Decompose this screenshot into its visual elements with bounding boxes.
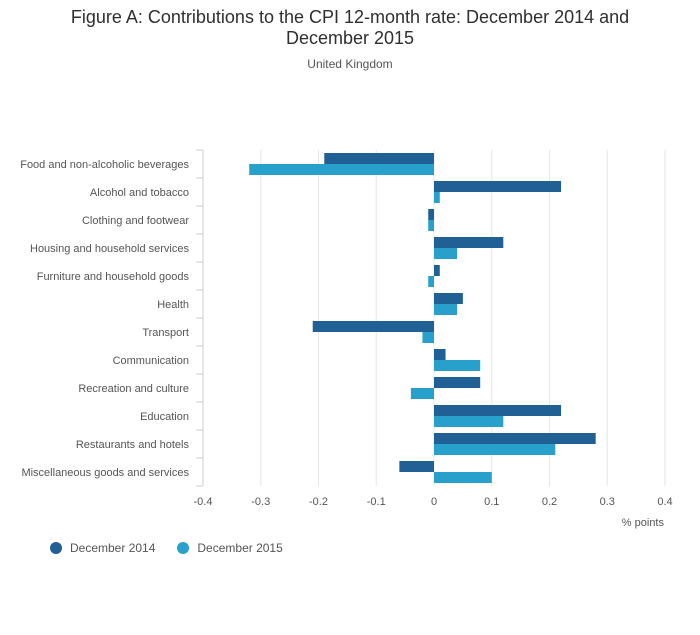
- x-axis-ticks: -0.4 -0.3 -0.2 -0.1 0 0.1 0.2 0.3 0.4: [194, 496, 673, 508]
- legend-marker: [50, 542, 62, 554]
- x-tick-label: 0.3: [600, 496, 615, 508]
- category-label: Health: [157, 299, 189, 311]
- bar-december-2014[interactable]: [434, 433, 596, 444]
- category-label: Education: [140, 411, 189, 423]
- category-label: Food and non-alcoholic beverages: [20, 159, 189, 171]
- bar-december-2015[interactable]: [434, 304, 458, 315]
- bar-december-2014[interactable]: [399, 461, 434, 472]
- x-tick-label: -0.3: [251, 496, 270, 508]
- x-tick-label: -0.4: [194, 496, 213, 508]
- bar-december-2015[interactable]: [428, 220, 434, 231]
- bar-december-2014[interactable]: [434, 405, 562, 416]
- x-axis-title: % points: [622, 517, 665, 529]
- y-axis: [196, 149, 204, 487]
- category-label: Clothing and footwear: [82, 215, 189, 227]
- x-tick-label: 0: [431, 496, 437, 508]
- category-label: Miscellaneous goods and services: [21, 467, 189, 479]
- bar-december-2014[interactable]: [434, 181, 562, 192]
- category-label: Transport: [142, 327, 189, 339]
- bars: [249, 153, 596, 483]
- legend: December 2014 December 2015: [50, 541, 305, 555]
- category-label: Alcohol and tobacco: [90, 187, 189, 199]
- legend-item[interactable]: December 2015: [177, 541, 283, 555]
- category-label: Communication: [113, 355, 189, 367]
- category-labels: Food and non-alcoholic beverages Alcohol …: [20, 159, 189, 479]
- category-label: Recreation and culture: [78, 383, 189, 395]
- bar-december-2014[interactable]: [434, 293, 463, 304]
- bar-december-2014[interactable]: [312, 321, 434, 332]
- bar-december-2015[interactable]: [249, 164, 434, 175]
- legend-marker: [177, 542, 190, 554]
- bar-december-2015[interactable]: [428, 276, 434, 287]
- x-tick-label: -0.2: [309, 496, 328, 508]
- legend-label: December 2015: [197, 541, 283, 555]
- bar-december-2015[interactable]: [434, 444, 556, 455]
- bar-december-2015[interactable]: [422, 332, 434, 343]
- x-tick-label: 0.1: [484, 496, 499, 508]
- bar-december-2014[interactable]: [434, 377, 481, 388]
- bar-december-2014[interactable]: [434, 265, 440, 276]
- bar-december-2015[interactable]: [434, 360, 481, 371]
- bar-december-2015[interactable]: [434, 248, 458, 259]
- bar-december-2014[interactable]: [428, 209, 434, 220]
- chart-subtitle: United Kingdom: [307, 57, 393, 71]
- bar-december-2014[interactable]: [434, 237, 504, 248]
- bar-december-2014[interactable]: [434, 349, 446, 360]
- bar-december-2014[interactable]: [324, 153, 434, 164]
- bar-december-2015[interactable]: [434, 192, 440, 203]
- x-tick-label: 0.2: [542, 496, 557, 508]
- legend-label: December 2014: [70, 541, 156, 555]
- legend-item[interactable]: December 2014: [50, 541, 155, 555]
- x-tick-label: -0.1: [367, 496, 386, 508]
- category-label: Restaurants and hotels: [76, 439, 190, 451]
- bar-december-2015[interactable]: [410, 388, 434, 399]
- category-label: Furniture and household goods: [37, 271, 190, 283]
- bar-december-2015[interactable]: [434, 416, 504, 427]
- chart-title: Figure A: Contributions to the CPI 12-mo…: [70, 7, 630, 48]
- bar-december-2015[interactable]: [434, 472, 492, 483]
- category-label: Housing and household services: [30, 243, 189, 255]
- x-tick-label: 0.4: [657, 496, 672, 508]
